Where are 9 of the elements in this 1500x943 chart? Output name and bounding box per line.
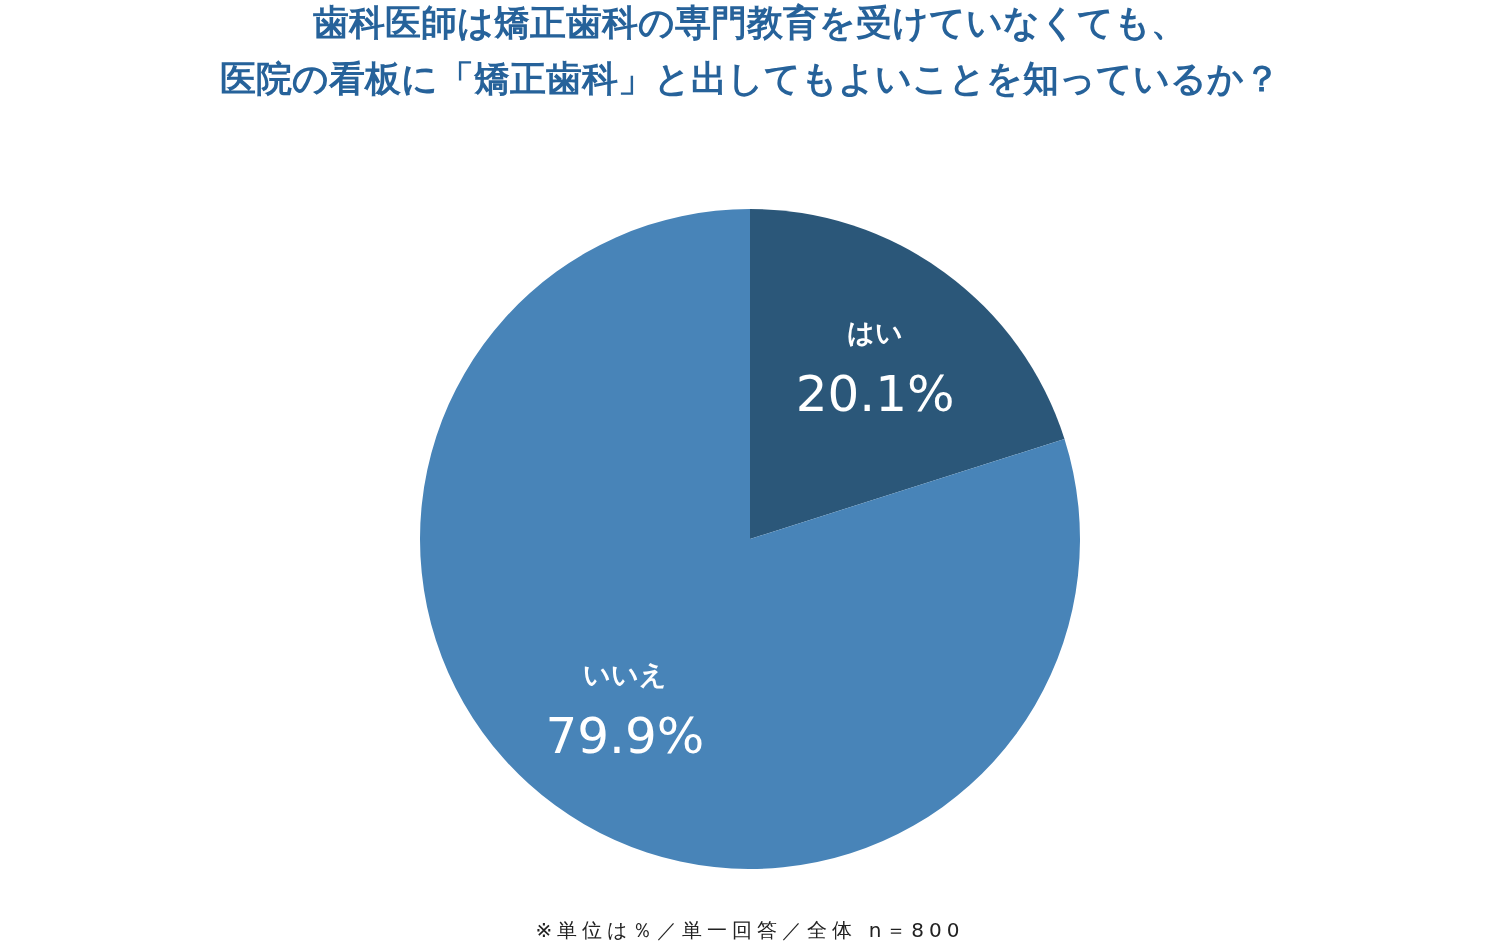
pie-slice: [750, 209, 1065, 539]
slice-label: いいえ: [582, 659, 667, 691]
chart-title: 歯科医師は矯正歯科の専門教育を受けていなくても、: [313, 2, 1187, 43]
chart-subtitle: 医院の看板に「矯正歯科」と出してもよいことを知っているか？: [220, 58, 1280, 99]
data-label: 79.9%: [545, 707, 705, 766]
data-label: 20.1%: [795, 364, 955, 423]
text: ※単位は％／単一回答／全体 n＝800: [535, 918, 965, 942]
pie-slice: [420, 209, 1080, 869]
slice-label: はい: [847, 316, 904, 348]
